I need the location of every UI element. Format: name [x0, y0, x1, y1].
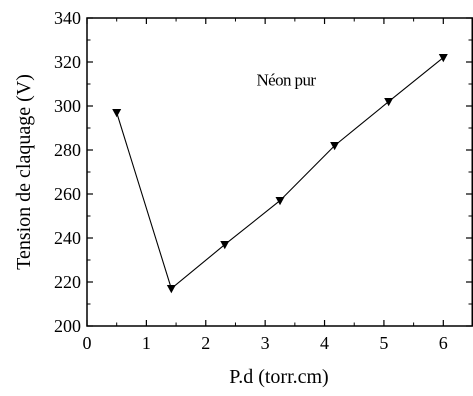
y-tick-label: 340	[54, 8, 81, 28]
series-line	[116, 57, 444, 290]
ticks: 0 1 2 3 4 5 6 200 220 240 260 280 300 320 340	[54, 8, 472, 353]
plot-frame	[86, 17, 473, 327]
x-tick-label: 2	[201, 333, 210, 353]
x-tick-label: 6	[439, 333, 448, 353]
x-tick-label: 0	[83, 333, 92, 353]
annotation-label: Néon pur	[256, 71, 316, 90]
y-tick-label: 240	[54, 228, 81, 248]
y-axis-label: Tension de claquage (V)	[13, 74, 35, 270]
labels: P.d (torr.cm) Tension de claquage (V)	[13, 74, 329, 388]
x-axis-label: P.d (torr.cm)	[229, 366, 328, 388]
x-tick-label: 3	[261, 333, 270, 353]
series	[112, 54, 448, 294]
data-point	[438, 54, 448, 63]
y-tick-label: 200	[54, 316, 81, 336]
y-tick-label: 320	[54, 52, 81, 72]
y-tick-label: 300	[54, 96, 81, 116]
y-tick-label: 220	[54, 272, 81, 292]
y-tick-label: 280	[54, 140, 81, 160]
data-point	[275, 197, 285, 206]
data-point	[166, 285, 176, 294]
data-point	[220, 241, 230, 250]
x-tick-label: 5	[379, 333, 388, 353]
x-tick-label: 4	[320, 333, 329, 353]
data-point	[330, 142, 340, 151]
data-point	[112, 109, 122, 118]
axes	[86, 17, 473, 327]
y-tick-label: 260	[54, 184, 81, 204]
x-tick-label: 1	[142, 333, 151, 353]
data-point	[384, 98, 394, 107]
annotations: Néon pur	[256, 71, 316, 90]
